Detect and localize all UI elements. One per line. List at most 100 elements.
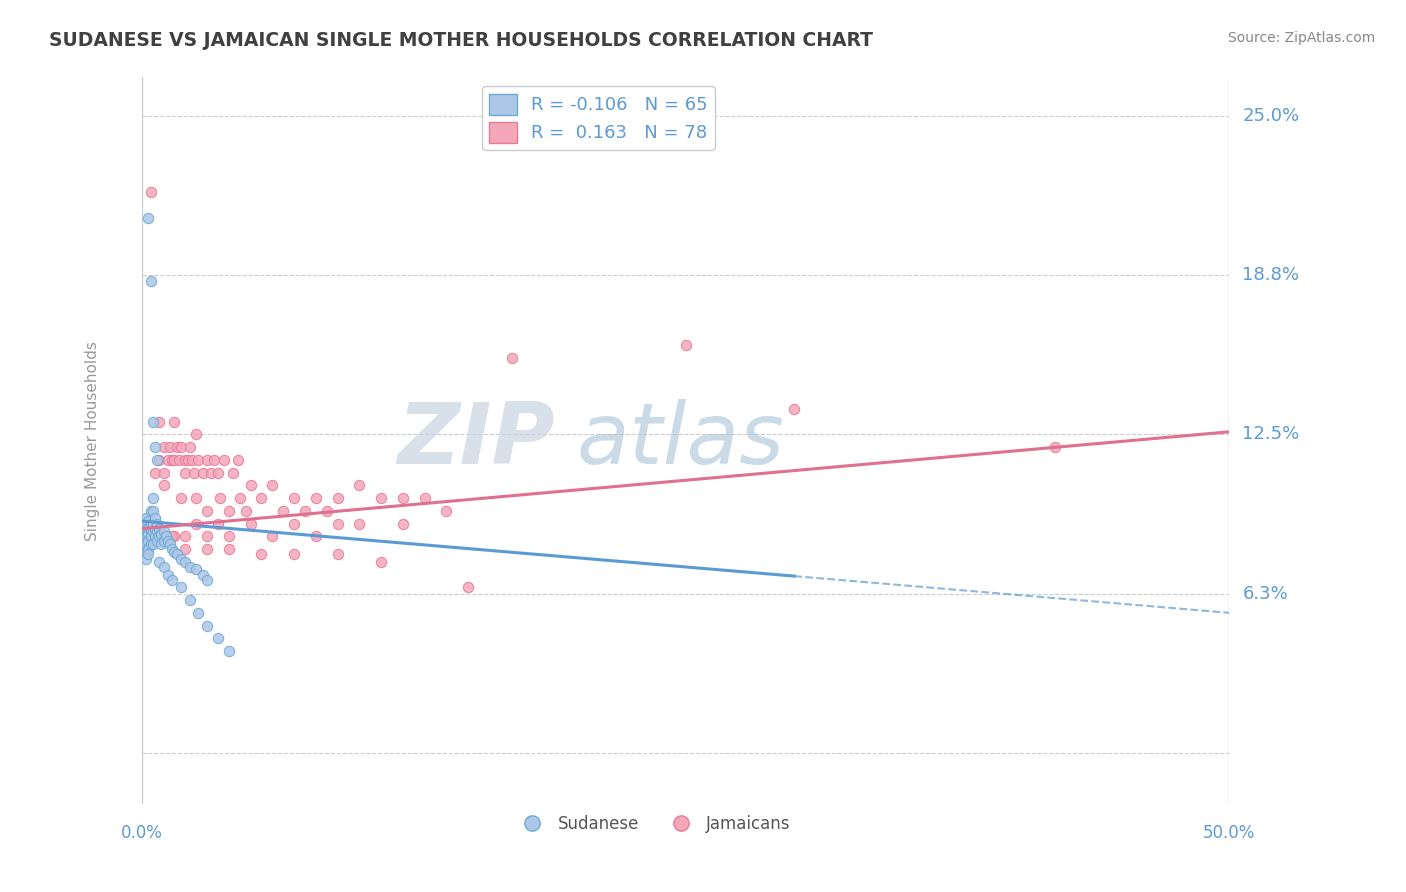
- Point: [283, 491, 305, 505]
- Point: [174, 529, 197, 543]
- Point: [179, 440, 201, 454]
- Point: [142, 491, 165, 505]
- Point: [148, 415, 170, 429]
- Point: [152, 478, 174, 492]
- Point: [174, 453, 197, 467]
- Point: [135, 511, 157, 525]
- Point: [226, 453, 249, 467]
- Legend: Sudanese, Jamaicans: Sudanese, Jamaicans: [509, 808, 797, 839]
- Point: [214, 453, 236, 467]
- Point: [135, 544, 157, 558]
- Point: [179, 560, 201, 574]
- Point: [139, 524, 162, 539]
- Point: [195, 542, 218, 557]
- Text: 50.0%: 50.0%: [1204, 824, 1256, 842]
- Point: [457, 580, 479, 594]
- Point: [143, 511, 166, 525]
- Point: [174, 542, 197, 557]
- Text: 18.8%: 18.8%: [1243, 266, 1299, 284]
- Text: Source: ZipAtlas.com: Source: ZipAtlas.com: [1227, 31, 1375, 45]
- Point: [138, 211, 160, 225]
- Point: [180, 453, 202, 467]
- Point: [159, 440, 181, 454]
- Point: [250, 547, 273, 561]
- Text: 25.0%: 25.0%: [1243, 107, 1299, 125]
- Point: [138, 514, 160, 528]
- Point: [163, 415, 186, 429]
- Point: [315, 504, 337, 518]
- Point: [186, 562, 208, 576]
- Point: [156, 567, 179, 582]
- Point: [207, 632, 229, 646]
- Point: [783, 401, 806, 416]
- Point: [174, 555, 197, 569]
- Text: ZIP: ZIP: [398, 400, 555, 483]
- Point: [139, 274, 162, 288]
- Point: [218, 542, 240, 557]
- Point: [138, 526, 160, 541]
- Point: [162, 453, 184, 467]
- Point: [170, 440, 193, 454]
- Point: [139, 504, 162, 518]
- Point: [187, 453, 209, 467]
- Point: [146, 524, 169, 539]
- Point: [155, 529, 177, 543]
- Point: [179, 593, 201, 607]
- Point: [139, 529, 162, 543]
- Point: [191, 466, 214, 480]
- Point: [349, 516, 371, 531]
- Point: [209, 491, 232, 505]
- Point: [162, 542, 184, 557]
- Point: [239, 516, 262, 531]
- Point: [148, 555, 170, 569]
- Point: [139, 185, 162, 199]
- Point: [146, 516, 169, 531]
- Point: [413, 491, 436, 505]
- Point: [294, 504, 316, 518]
- Point: [152, 440, 174, 454]
- Point: [135, 537, 157, 551]
- Point: [262, 478, 284, 492]
- Point: [166, 440, 188, 454]
- Point: [228, 491, 250, 505]
- Point: [675, 338, 697, 352]
- Point: [143, 440, 166, 454]
- Point: [262, 529, 284, 543]
- Point: [186, 427, 208, 442]
- Point: [176, 453, 198, 467]
- Point: [501, 351, 523, 365]
- Point: [166, 547, 188, 561]
- Point: [239, 478, 262, 492]
- Point: [132, 516, 155, 531]
- Point: [135, 529, 157, 543]
- Point: [138, 522, 160, 536]
- Point: [195, 453, 218, 467]
- Point: [159, 537, 181, 551]
- Point: [392, 516, 415, 531]
- Point: [135, 552, 157, 566]
- Point: [349, 478, 371, 492]
- Text: 12.5%: 12.5%: [1243, 425, 1299, 443]
- Point: [138, 542, 160, 557]
- Point: [218, 644, 240, 658]
- Point: [142, 516, 165, 531]
- Point: [163, 453, 186, 467]
- Point: [142, 415, 165, 429]
- Point: [207, 516, 229, 531]
- Point: [195, 504, 218, 518]
- Point: [143, 522, 166, 536]
- Point: [191, 567, 214, 582]
- Point: [139, 537, 162, 551]
- Point: [326, 547, 349, 561]
- Point: [174, 466, 197, 480]
- Point: [305, 491, 328, 505]
- Point: [143, 529, 166, 543]
- Point: [132, 529, 155, 543]
- Point: [162, 529, 184, 543]
- Point: [271, 504, 294, 518]
- Point: [148, 529, 170, 543]
- Point: [156, 453, 179, 467]
- Point: [163, 529, 186, 543]
- Point: [186, 491, 208, 505]
- Point: [370, 555, 392, 569]
